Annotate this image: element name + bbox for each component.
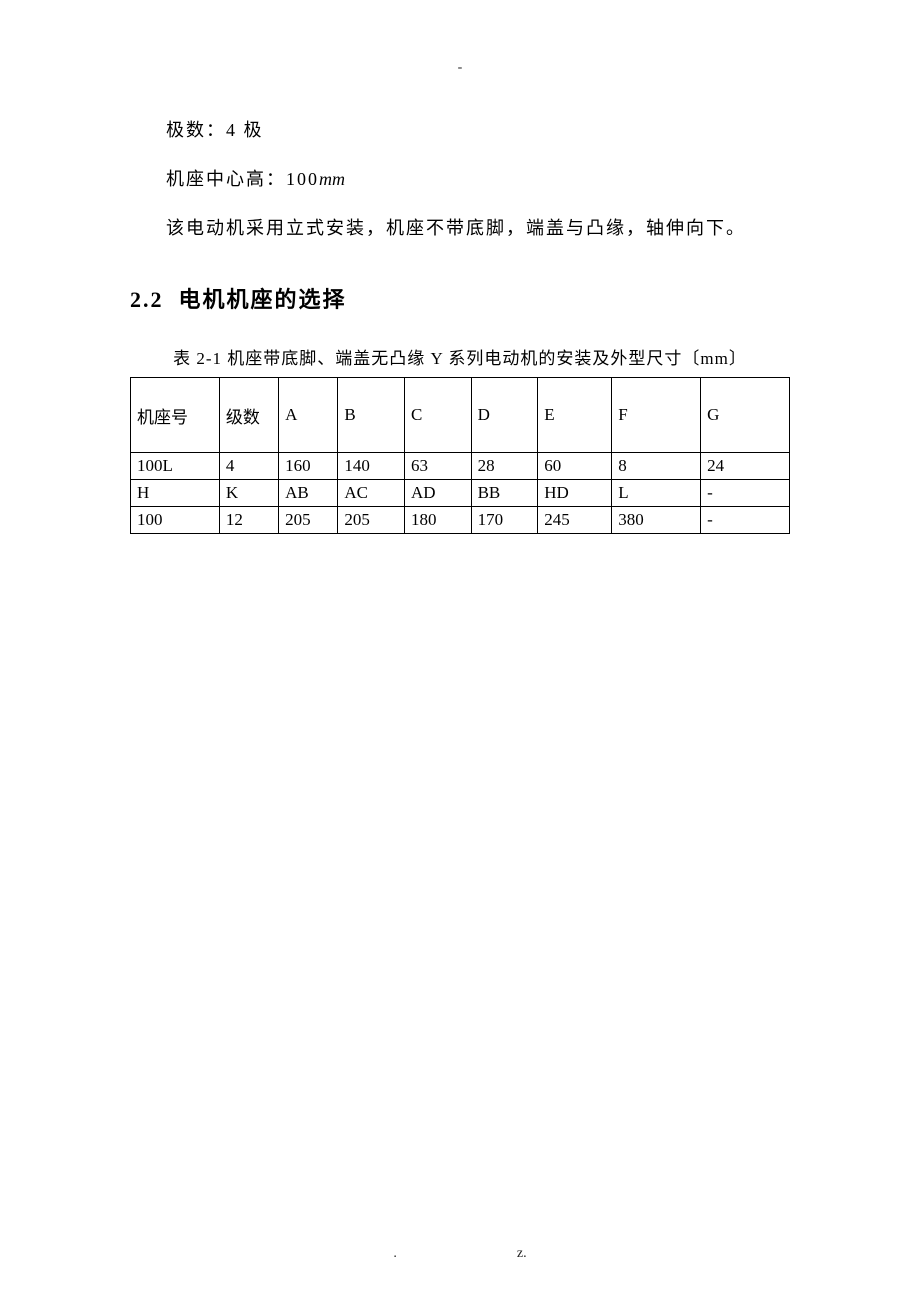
table-cell: 28 — [471, 453, 538, 480]
table-cell: HD — [538, 480, 612, 507]
table-header-cell: G — [701, 378, 790, 453]
table-cell: 24 — [701, 453, 790, 480]
table-cell: 60 — [538, 453, 612, 480]
section-heading: 2.2 电机机座的选择 — [130, 282, 790, 314]
paragraph-install: 该电动机采用立式安装，机座不带底脚，端盖与凸缘，轴伸向下。 — [130, 214, 790, 243]
height-label: 机座中心高： — [166, 169, 286, 189]
table-cell: 100L — [131, 453, 220, 480]
table-header-cell: A — [279, 378, 338, 453]
table-cell: - — [701, 507, 790, 534]
table-header-cell: E — [538, 378, 612, 453]
section-title: 电机机座的选择 — [179, 287, 347, 312]
table-cell: 12 — [219, 507, 278, 534]
table-header-cell: 级数 — [219, 378, 278, 453]
table-header-cell: D — [471, 378, 538, 453]
table-cell: L — [612, 480, 701, 507]
table-header-cell: F — [612, 378, 701, 453]
table-caption: 表 2-1 机座带底脚、端盖无凸缘 Y 系列电动机的安装及外型尺寸〔mm〕 — [130, 344, 790, 369]
table-cell: 8 — [612, 453, 701, 480]
footer-right: z. — [517, 1246, 527, 1261]
paragraph-height: 机座中心高：100mm — [130, 165, 790, 194]
spec-table: 机座号级数ABCDEFG100L4160140632860824HKABACAD… — [130, 377, 790, 534]
table-cell: H — [131, 480, 220, 507]
table-row: HKABACADBBHD L- — [131, 480, 790, 507]
table-header-cell: C — [404, 378, 471, 453]
table-cell: 205 — [338, 507, 405, 534]
table-cell: 4 — [219, 453, 278, 480]
table-cell: 160 — [279, 453, 338, 480]
table-row: 100L4160140632860824 — [131, 453, 790, 480]
table-header-row: 机座号级数ABCDEFG — [131, 378, 790, 453]
table-cell: 180 — [404, 507, 471, 534]
header-mark: - — [130, 60, 790, 76]
table-header-cell: 机座号 — [131, 378, 220, 453]
table-cell: 140 — [338, 453, 405, 480]
table-cell: AD — [404, 480, 471, 507]
footer-left: . — [393, 1246, 517, 1261]
table-cell: 245 — [538, 507, 612, 534]
table-cell: AC — [338, 480, 405, 507]
table-cell: 380 — [612, 507, 701, 534]
table-cell: - — [701, 480, 790, 507]
page: - 极数：4 极 机座中心高：100mm 该电动机采用立式安装，机座不带底脚，端… — [0, 0, 920, 1302]
tbody: 机座号级数ABCDEFG100L4160140632860824HKABACAD… — [131, 378, 790, 534]
table-cell: 170 — [471, 507, 538, 534]
page-footer: .z. — [0, 1246, 920, 1262]
height-value: 100 — [286, 169, 319, 189]
section-number: 2.2 — [130, 287, 164, 312]
table-header-cell: B — [338, 378, 405, 453]
height-unit: mm — [319, 169, 345, 189]
poles-value: 4 极 — [226, 120, 264, 140]
table-cell: AB — [279, 480, 338, 507]
table-row: 10012205205180170245380- — [131, 507, 790, 534]
table-cell: BB — [471, 480, 538, 507]
paragraph-poles: 极数：4 极 — [130, 116, 790, 145]
table-cell: 205 — [279, 507, 338, 534]
table-cell: 63 — [404, 453, 471, 480]
table-cell: K — [219, 480, 278, 507]
table-cell: 100 — [131, 507, 220, 534]
poles-label: 极数： — [166, 120, 226, 140]
